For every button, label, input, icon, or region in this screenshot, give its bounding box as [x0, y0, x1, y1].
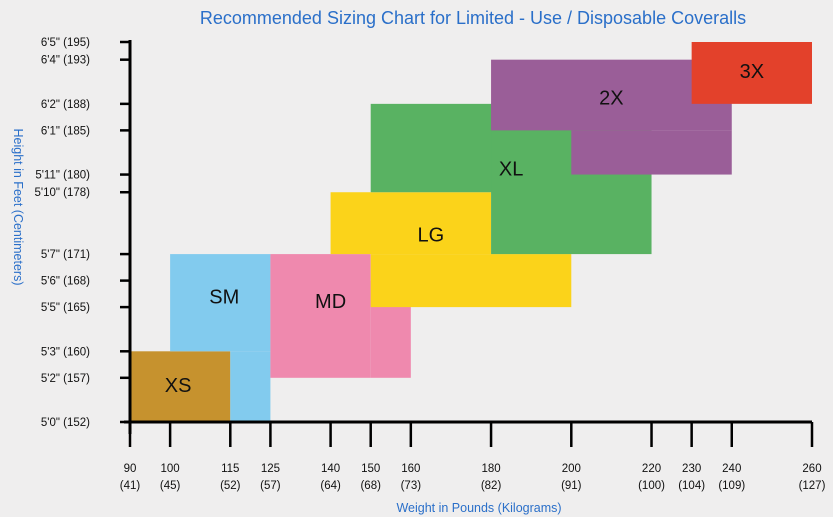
size-region-lg-0 — [330, 192, 492, 255]
x-tick-sublabel: (64) — [320, 480, 341, 492]
size-region-2x-1 — [571, 130, 732, 175]
size-label-md: MD — [315, 291, 346, 313]
y-tick-label: 5'3" (160) — [41, 346, 90, 358]
x-tick-label: 150 — [361, 463, 380, 475]
x-tick-label: 140 — [321, 463, 340, 475]
size-regions — [130, 42, 812, 422]
x-tick-label: 100 — [161, 463, 180, 475]
x-tick-label: 220 — [642, 463, 661, 475]
size-region-sm-0 — [170, 254, 271, 352]
x-tick-label: 200 — [562, 463, 581, 475]
y-tick-label: 5'5" (165) — [41, 302, 90, 314]
x-tick-label: 115 — [221, 463, 239, 475]
y-tick-label: 6'1" (185) — [41, 125, 90, 137]
size-label-xl: XL — [499, 158, 523, 180]
x-tick-sublabel: (73) — [401, 480, 422, 492]
size-region-lg-1 — [370, 254, 572, 308]
size-region-xs-0 — [130, 351, 231, 422]
size-region-md-0 — [270, 254, 371, 378]
x-tick-label: 160 — [401, 463, 420, 475]
size-label-sm: SM — [209, 287, 239, 309]
x-tick-sublabel: (127) — [799, 480, 826, 492]
y-tick-label: 5'11" (180) — [35, 170, 90, 182]
size-region-3x-0 — [691, 42, 812, 104]
y-tick-label: 6'5" (195) — [41, 37, 90, 49]
y-tick-label: 5'2" (157) — [41, 373, 90, 385]
x-tick-sublabel: (68) — [360, 480, 381, 492]
y-axis-title: Height in Feet (Centimeters) — [11, 128, 25, 285]
size-label-xs: XS — [165, 375, 192, 397]
axes: 6'5" (195) 6'4" (193) 6'2" (188) 6'1" (185)… — [34, 37, 825, 492]
x-tick-label: 90 — [124, 463, 137, 475]
size-label-lg: LG — [418, 225, 445, 247]
y-tick-label: 5'10" (178) — [34, 187, 90, 199]
y-tick-label: 5'7" (171) — [41, 249, 90, 261]
y-tick-label: 5'0" (152) — [41, 417, 90, 429]
x-axis-title: Weight in Pounds (Kilograms) — [396, 501, 561, 515]
x-tick-sublabel: (100) — [638, 480, 665, 492]
x-tick-sublabel: (109) — [718, 480, 745, 492]
x-tick-sublabel: (82) — [481, 480, 502, 492]
x-tick-sublabel: (41) — [120, 480, 141, 492]
y-tick-label: 5'6" (168) — [41, 276, 90, 288]
y-tick-label: 6'2" (188) — [41, 99, 90, 111]
size-labels: XS SM MD LG XL 2X 3X — [165, 61, 764, 397]
x-tick-sublabel: (91) — [561, 480, 582, 492]
size-label-2x: 2X — [599, 88, 623, 110]
x-tick-sublabel: (52) — [220, 480, 241, 492]
x-tick-sublabel: (57) — [260, 480, 281, 492]
chart-title: Recommended Sizing Chart for Limited - U… — [200, 8, 746, 28]
y-tick-label: 6'4" (193) — [41, 55, 90, 67]
x-tick-label: 240 — [722, 463, 741, 475]
x-tick-label: 230 — [682, 463, 701, 475]
x-tick-label: 260 — [802, 463, 821, 475]
x-tick-label: 180 — [481, 463, 500, 475]
x-tick-sublabel: (104) — [678, 480, 705, 492]
x-tick-label: 125 — [261, 463, 280, 475]
size-label-3x: 3X — [740, 61, 764, 83]
x-tick-sublabel: (45) — [160, 480, 181, 492]
size-region-sm-1 — [230, 351, 271, 422]
